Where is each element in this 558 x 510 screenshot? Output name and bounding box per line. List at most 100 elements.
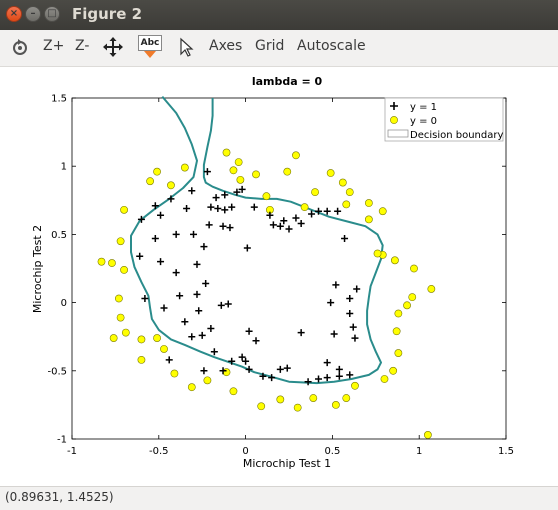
minimize-window-button[interactable]: – — [25, 6, 41, 22]
positive-point-marker — [353, 285, 361, 293]
grid-button[interactable]: Grid — [255, 38, 285, 54]
positive-point-marker — [285, 225, 293, 233]
plot-canvas[interactable]: -1 -0.5 0 0.5 1 1.5 -1 -0.5 0 0.5 1 1.5 lambda = 0 … — [0, 67, 558, 486]
x-tick-label: -0.5 — [149, 446, 169, 457]
negative-point-marker — [146, 177, 155, 186]
negative-point-marker — [121, 328, 130, 337]
positive-point-marker — [292, 214, 300, 222]
insert-text-button[interactable]: Abc — [138, 35, 162, 59]
positive-point-marker — [276, 222, 284, 230]
positive-point-marker — [297, 329, 305, 337]
negative-point-marker — [153, 334, 161, 342]
y-tick-label: -1 — [57, 435, 67, 446]
positive-point-marker — [308, 210, 316, 218]
positive-point-marker — [219, 222, 227, 230]
positive-point-marker — [335, 372, 343, 380]
positive-point-marker — [151, 234, 159, 242]
negative-point-marker — [203, 376, 212, 385]
x-tick-label: 0.5 — [324, 446, 340, 457]
positive-point-marker — [346, 371, 354, 379]
positive-point-marker — [332, 281, 340, 289]
pan-icon[interactable] — [102, 36, 124, 58]
positive-point-marker — [304, 378, 312, 386]
legend-entry-positive: y = 1 — [410, 102, 437, 113]
positive-point-marker — [212, 194, 220, 202]
negative-point-marker — [364, 215, 373, 224]
zoom-out-button[interactable]: Z- — [75, 38, 90, 54]
positive-point-marker — [193, 290, 201, 298]
positive-point-marker — [315, 207, 323, 215]
positive-point-marker — [228, 203, 236, 211]
negative-point-marker — [292, 151, 300, 160]
positive-point-marker — [233, 188, 241, 196]
positive-point-marker — [151, 202, 159, 210]
negative-point-marker — [187, 383, 196, 392]
axes-button[interactable]: Axes — [209, 38, 243, 54]
positive-point-marker — [346, 310, 354, 318]
positive-point-marker — [207, 325, 215, 333]
status-bar: (0.89631, 1.4525) — [0, 486, 558, 510]
negative-point-marker — [153, 167, 161, 176]
positive-point-marker — [188, 187, 196, 195]
positive-point-marker — [183, 204, 191, 212]
positive-point-marker — [330, 330, 338, 338]
negative-point-marker — [222, 368, 231, 377]
positive-point-marker — [351, 334, 359, 342]
negative-point-marker — [229, 387, 238, 396]
maximize-window-button[interactable]: □ — [44, 6, 60, 22]
zoom-in-button[interactable]: Z+ — [43, 38, 65, 54]
positive-point-marker — [252, 337, 260, 345]
positive-point-marker — [167, 195, 175, 203]
axes-frame — [71, 97, 507, 440]
positive-point-marker — [323, 207, 331, 215]
negative-point-marker — [180, 163, 189, 172]
negative-point-marker — [364, 199, 373, 207]
positive-point-marker — [245, 327, 253, 335]
positive-point-marker — [276, 365, 284, 373]
negative-point-marker — [394, 309, 403, 318]
data-points — [97, 148, 436, 439]
negative-point-marker — [252, 170, 260, 179]
negative-point-marker — [120, 265, 128, 274]
legend-entry-boundary: Decision boundary — [410, 130, 503, 141]
positive-point-marker — [334, 207, 342, 215]
window-titlebar: × – □ Figure 2 — [0, 0, 558, 30]
negative-point-marker — [222, 148, 231, 157]
chart-svg: -1 -0.5 0 0.5 1 1.5-1-0.500.511.5 lambda = 0 … — [31, 75, 514, 470]
positive-point-marker — [245, 365, 253, 373]
y-axis-label: Microchip Test 2 — [31, 225, 44, 313]
positive-point-marker — [346, 295, 354, 303]
positive-point-marker — [136, 252, 144, 260]
negative-point-marker — [137, 355, 146, 364]
negative-point-marker — [311, 188, 319, 197]
positive-point-marker — [221, 206, 229, 214]
autoscale-button[interactable]: Autoscale — [297, 38, 366, 54]
y-tick-label: 0.5 — [51, 230, 67, 241]
rotate-icon[interactable] — [9, 36, 31, 58]
negative-point-marker — [109, 334, 118, 342]
figure-toolbar: Z+ Z- Abc Axes Grid Autoscale — [0, 30, 558, 67]
maximize-icon: □ — [47, 8, 57, 19]
positive-point-marker — [181, 318, 189, 326]
y-tick-label: 1.5 — [51, 94, 67, 105]
negative-point-marker — [427, 285, 436, 293]
close-window-button[interactable]: × — [6, 6, 22, 22]
negative-point-marker — [108, 259, 116, 267]
minimize-icon: – — [30, 8, 36, 19]
positive-point-marker — [268, 374, 276, 382]
window-title: Figure 2 — [72, 5, 143, 23]
select-pointer-icon[interactable] — [175, 36, 197, 58]
decision-boundary-line — [130, 95, 384, 385]
negative-point-marker — [120, 205, 128, 214]
positive-point-marker — [195, 307, 203, 315]
negative-point-marker — [116, 237, 125, 246]
negative-point-marker — [97, 257, 106, 266]
negative-point-marker — [229, 166, 238, 175]
positive-point-marker — [176, 292, 184, 300]
negative-point-marker — [345, 188, 354, 197]
negative-point-marker — [380, 375, 389, 383]
positive-point-marker — [157, 258, 165, 266]
positive-point-marker — [259, 372, 267, 380]
positive-point-marker — [238, 185, 246, 193]
positive-point-marker — [217, 301, 225, 309]
